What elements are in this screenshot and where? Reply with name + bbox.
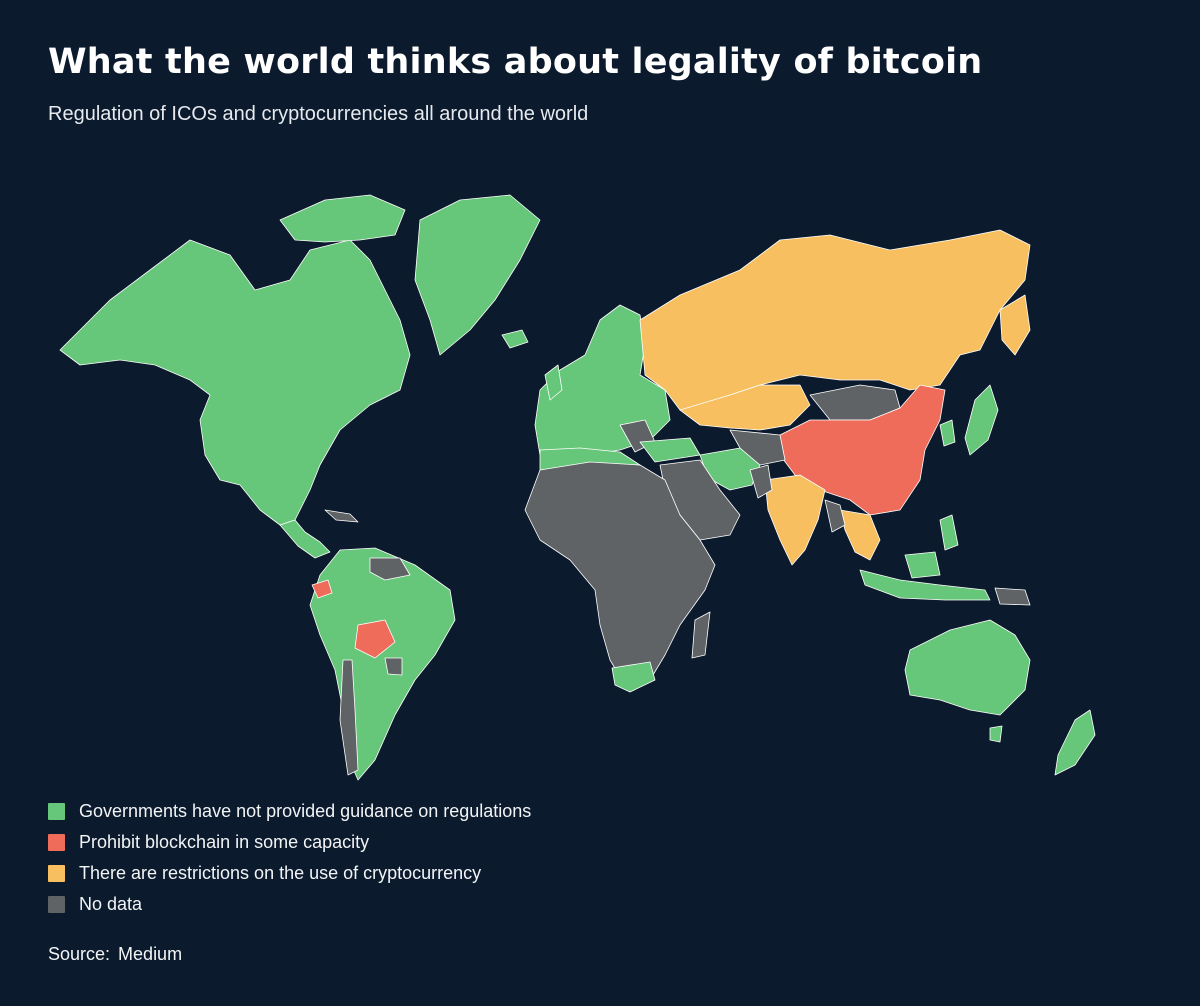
region-kazakhstan <box>679 384 811 431</box>
region-venezuela <box>369 557 411 581</box>
map-legend: Governments have not provided guidance o… <box>48 796 531 920</box>
legend-item-gray: No data <box>48 889 531 920</box>
region-papua <box>994 587 1031 606</box>
legend-label: There are restrictions on the use of cry… <box>79 863 482 883</box>
region-turkey <box>639 437 701 463</box>
region-south-america <box>309 547 456 781</box>
region-korea <box>939 419 956 447</box>
legend-swatch-gray <box>48 896 65 913</box>
legend-item-green: Governments have not provided guidance o… <box>48 796 531 827</box>
region-greenland <box>414 194 541 356</box>
region-central-america <box>279 519 331 559</box>
source-value: Medium <box>118 944 183 964</box>
region-ecuador <box>311 579 333 599</box>
region-indochina-nodata <box>824 499 846 533</box>
region-uk <box>544 364 563 401</box>
legend-item-red: Prohibit blockchain in some capacity <box>48 827 531 858</box>
region-new-zealand <box>1054 709 1096 776</box>
region-borneo <box>904 551 941 579</box>
region-russia <box>639 229 1031 411</box>
legend-swatch-yellow <box>48 865 65 882</box>
region-north-america <box>59 239 411 526</box>
region-kamchatka <box>999 294 1031 356</box>
region-africa <box>524 459 716 686</box>
region-paraguay <box>384 657 403 676</box>
world-map <box>40 180 1160 800</box>
region-north-africa <box>539 447 641 471</box>
legend-label: No data <box>79 894 143 914</box>
world-map-svg <box>59 194 1096 781</box>
legend-item-yellow: There are restrictions on the use of cry… <box>48 858 531 889</box>
region-central-asia <box>729 429 786 466</box>
region-japan <box>964 384 999 456</box>
region-australia <box>904 619 1031 716</box>
source-line: Source: Medium <box>48 944 182 965</box>
map-title: What the world thinks about legality of … <box>48 42 983 82</box>
region-south-africa <box>611 661 656 693</box>
region-southeast-asia <box>839 509 881 561</box>
region-madagascar <box>691 611 711 659</box>
region-pakistan <box>749 464 773 499</box>
region-chile <box>339 659 359 776</box>
legend-label: Prohibit blockchain in some capacity <box>79 832 370 852</box>
region-india <box>764 474 826 566</box>
source-label: Source: <box>48 944 111 964</box>
legend-swatch-green <box>48 803 65 820</box>
region-philippines <box>939 514 959 551</box>
region-arctic-islands <box>279 194 406 243</box>
legend-label: Governments have not provided guidance o… <box>79 801 532 821</box>
legend-swatch-red <box>48 834 65 851</box>
region-indonesia <box>859 569 991 601</box>
map-subtitle: Regulation of ICOs and cryptocurrencies … <box>48 103 589 125</box>
region-iceland <box>501 329 529 349</box>
region-tasmania <box>989 725 1003 743</box>
region-bolivia <box>354 619 396 659</box>
region-caribbean <box>324 509 359 523</box>
